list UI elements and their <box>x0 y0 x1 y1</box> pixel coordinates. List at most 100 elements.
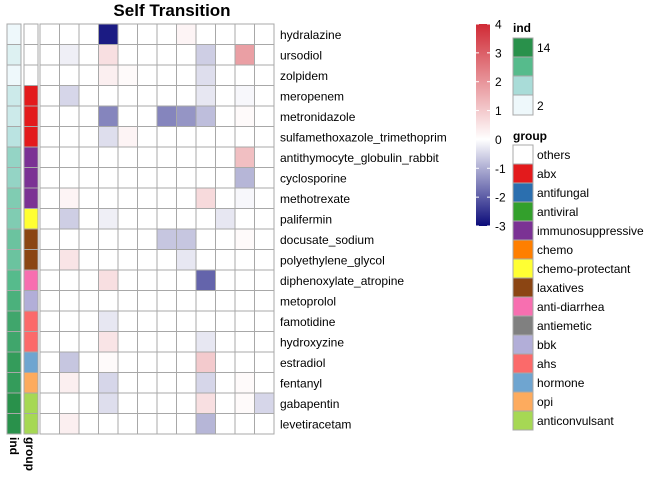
legend-group-swatch <box>512 239 534 260</box>
annotation-cell-ind <box>6 310 22 332</box>
heatmap-cell <box>254 187 275 209</box>
heatmap-cell <box>176 372 197 394</box>
legend-group-swatch <box>512 372 534 393</box>
heatmap-cell <box>234 105 255 127</box>
legend-group-swatch <box>512 144 534 165</box>
annotation-label-group: group <box>23 437 37 471</box>
legend-group-label: opi <box>537 395 553 409</box>
heatmap-cell <box>117 167 138 189</box>
row-label: estradiol <box>280 356 325 370</box>
heatmap-cell <box>98 372 119 394</box>
annotation-cell-group <box>23 208 39 230</box>
heatmap-cell <box>137 208 158 230</box>
annotation-cell-ind <box>6 228 22 250</box>
legend-group-label: chemo-protectant <box>537 262 631 276</box>
annotation-cell-group <box>23 44 39 66</box>
heatmap-cell <box>137 249 158 271</box>
heatmap-cells <box>39 23 275 435</box>
heatmap-cell <box>254 351 275 373</box>
heatmap-cell <box>176 392 197 414</box>
heatmap-cell <box>176 310 197 332</box>
annotation-cell-group <box>23 146 39 168</box>
heatmap-cell <box>254 105 275 127</box>
heatmap-cell <box>254 392 275 414</box>
heatmap-cell <box>59 85 80 107</box>
heatmap-cell <box>156 126 177 148</box>
heatmap-cell <box>254 331 275 353</box>
annotation-cell-group <box>23 228 39 250</box>
heatmap-cell <box>98 269 119 291</box>
heatmap-cell <box>215 146 236 168</box>
heatmap-cell <box>39 85 60 107</box>
annotation-label-ind: ind <box>7 437 21 455</box>
legend-group-label: bbk <box>537 338 557 352</box>
heatmap-cell <box>254 23 275 45</box>
legend-ind-swatch <box>512 56 534 77</box>
annotation-cell-ind <box>6 105 22 127</box>
annotation-cell-ind <box>6 85 22 107</box>
heatmap-cell <box>78 413 99 435</box>
heatmap-cell <box>215 105 236 127</box>
heatmap-cell <box>254 126 275 148</box>
heatmap-cell <box>176 351 197 373</box>
legend-group-swatch <box>512 391 534 412</box>
heatmap-cell <box>176 228 197 250</box>
heatmap-cell <box>254 85 275 107</box>
heatmap-cell <box>117 64 138 86</box>
legend-group-label: abx <box>537 167 556 181</box>
heatmap-cell <box>254 249 275 271</box>
row-label: metronidazole <box>280 110 356 124</box>
heatmap-cell <box>254 44 275 66</box>
annotation-cell-group <box>23 167 39 189</box>
annotation-cell-ind <box>6 187 22 209</box>
heatmap-cell <box>156 105 177 127</box>
legend-group-swatch <box>512 220 534 241</box>
annotation-cell-ind <box>6 249 22 271</box>
row-label: gabapentin <box>280 397 339 411</box>
annotation-cell-group <box>23 372 39 394</box>
heatmap-cell <box>78 249 99 271</box>
legend-group-label: anti-diarrhea <box>537 300 605 314</box>
heatmap-cell <box>254 64 275 86</box>
heatmap-cell <box>137 392 158 414</box>
heatmap-cell <box>98 85 119 107</box>
heatmap-cell <box>117 228 138 250</box>
heatmap-cell <box>254 269 275 291</box>
heatmap-cell <box>78 187 99 209</box>
heatmap-cell <box>39 167 60 189</box>
heatmap-cell <box>98 146 119 168</box>
heatmap-cell <box>156 23 177 45</box>
heatmap-cell <box>137 23 158 45</box>
heatmap-cell <box>254 208 275 230</box>
heatmap-cell <box>234 392 255 414</box>
heatmap-cell <box>176 290 197 312</box>
heatmap-cell <box>39 372 60 394</box>
row-label: sulfamethoxazole_trimethoprim <box>280 130 447 144</box>
heatmap-cell <box>78 167 99 189</box>
heatmap-cell <box>39 290 60 312</box>
heatmap-cell <box>176 269 197 291</box>
heatmap-cell <box>39 208 60 230</box>
heatmap-cell <box>176 208 197 230</box>
heatmap-cell <box>117 351 138 373</box>
heatmap-cell <box>78 290 99 312</box>
heatmap-cell <box>156 331 177 353</box>
legend-group-label: immunosuppressive <box>537 224 644 238</box>
heatmap-cell <box>39 310 60 332</box>
heatmap-cell <box>117 413 138 435</box>
heatmap-cell <box>234 372 255 394</box>
legend-ind-swatch <box>512 37 534 58</box>
legend-group-swatch <box>512 296 534 317</box>
heatmap-cell <box>98 228 119 250</box>
heatmap-cell <box>176 331 197 353</box>
heatmap-cell <box>176 85 197 107</box>
heatmap-cell <box>117 208 138 230</box>
heatmap-cell <box>215 269 236 291</box>
heatmap-cell <box>59 146 80 168</box>
colorbar-tick-label: 3 <box>495 46 502 60</box>
row-label: docusate_sodium <box>280 233 374 247</box>
heatmap-cell <box>117 146 138 168</box>
annotation-cell-ind <box>6 372 22 394</box>
colorbar-tick-label: 1 <box>495 104 502 118</box>
